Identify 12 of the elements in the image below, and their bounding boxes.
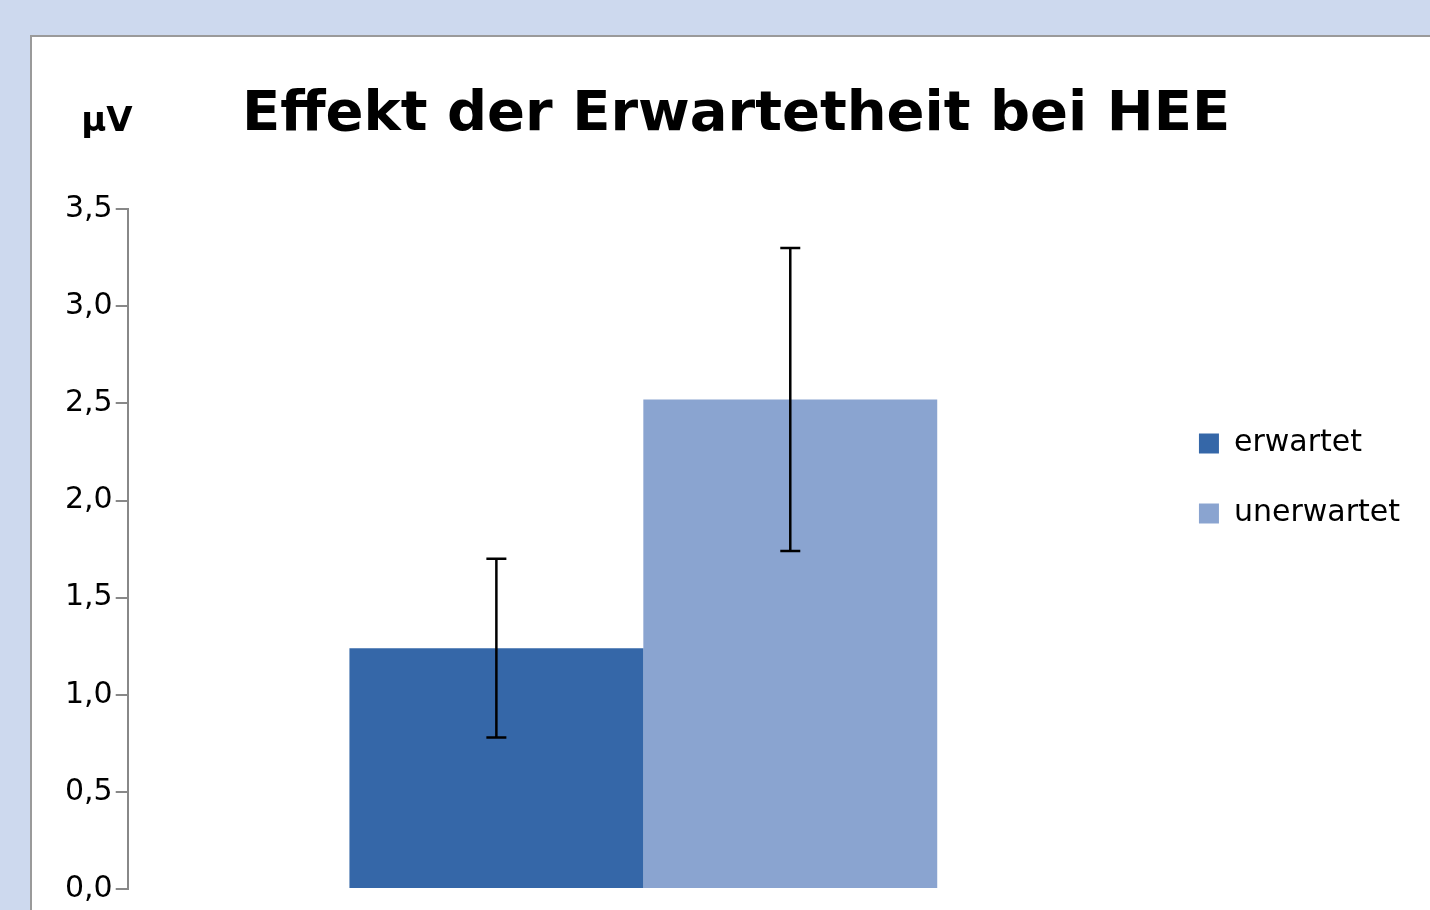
y-tick-label: 2,5	[64, 383, 113, 419]
y-axis-title: µV	[81, 98, 134, 139]
y-tick-label: 0,5	[64, 771, 113, 807]
y-tick-label: 3,0	[64, 286, 113, 322]
legend-label: erwartet	[1233, 423, 1363, 459]
legend-label: unerwartet	[1233, 493, 1401, 529]
y-tick-label: 0,0	[64, 868, 113, 904]
y-tick-label: 1,0	[64, 674, 113, 710]
y-tick-label: 2,0	[64, 480, 113, 516]
chart-title: Effekt der Erwartetheit bei HEE	[241, 78, 1231, 144]
y-tick-label: 1,5	[64, 577, 113, 613]
y-tick-label: 3,5	[64, 189, 113, 224]
